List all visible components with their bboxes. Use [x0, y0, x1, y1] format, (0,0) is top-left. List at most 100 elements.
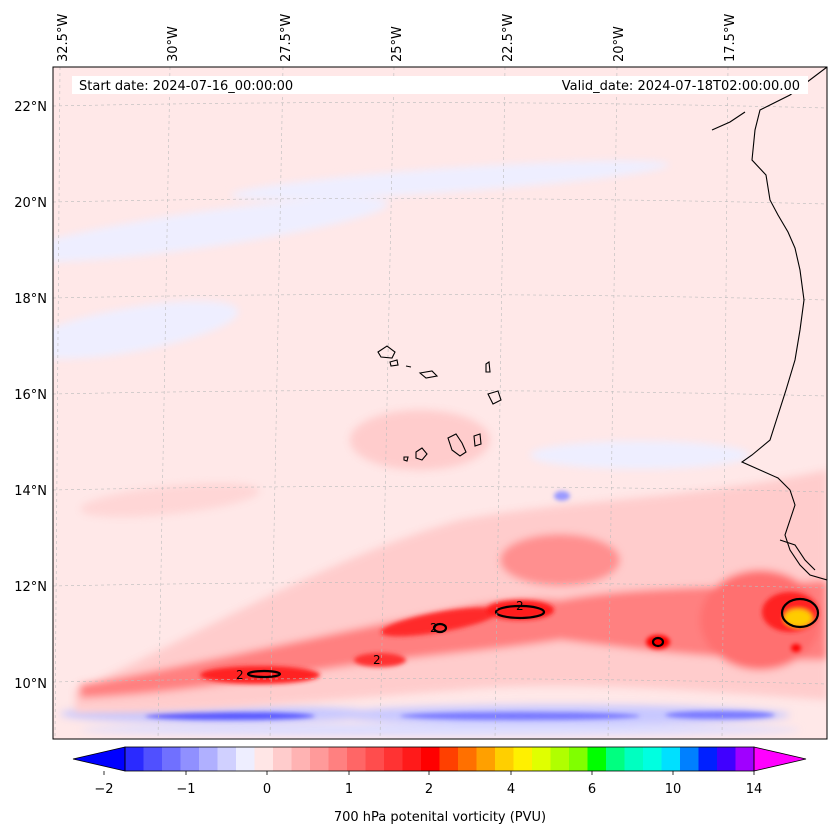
- pv-strong-core-middle: [486, 600, 554, 620]
- colorbar-cell: [643, 747, 662, 771]
- negative-pv-patch-center: [530, 441, 750, 469]
- parallel-18n: [53, 294, 827, 301]
- meridian-27-5w: [269, 67, 284, 739]
- colorbar-cell: [199, 747, 218, 771]
- lat-label-14n: 14°N: [14, 484, 47, 499]
- contour-2-small: [432, 622, 448, 634]
- island-sao-nicolau: [418, 370, 439, 379]
- meridian-25w: [379, 67, 395, 739]
- colorbar-cell: [125, 747, 144, 771]
- colorbar-cell: [532, 747, 551, 771]
- colorbar-cell: [550, 747, 570, 771]
- pv-contour-lines: [246, 597, 820, 679]
- colorbar-label-10: 10: [665, 782, 682, 797]
- island-brava: [403, 456, 409, 462]
- colorbar-cell: [513, 747, 533, 771]
- colorbar-cell: [495, 747, 514, 771]
- colorbar-cell: [735, 747, 755, 771]
- colorbar-cell: [217, 747, 237, 771]
- island-fogo: [415, 447, 428, 461]
- map-panel: 2 2 2 2: [53, 67, 827, 739]
- colorbar-cell: [365, 747, 385, 771]
- grid-lines: [53, 67, 827, 739]
- colorbar-cell: [310, 747, 329, 771]
- lat-label-20n: 20°N: [14, 196, 47, 211]
- colorbar-cell: [717, 747, 736, 771]
- parallel-20n: [53, 198, 827, 205]
- valid-date-label: Valid_date: 2024-07-18T02:00:00.00: [562, 79, 800, 94]
- contour-label-south: 2: [373, 653, 381, 667]
- contour-2-coast: [780, 597, 820, 629]
- colorbar-cell: [439, 747, 459, 771]
- lon-label-32-5w: 32.5°W: [56, 14, 71, 62]
- colorbar-title: 700 hPa potenital vorticity (PVU): [334, 810, 546, 825]
- colorbar-label-4: 4: [507, 782, 515, 797]
- pv-peak-core: [784, 609, 812, 627]
- pv-light-patch-north: [350, 410, 490, 470]
- parallel-10n: [53, 678, 827, 685]
- negative-pv-core-east: [400, 712, 640, 720]
- colorbar-cell: [236, 747, 255, 771]
- negative-pv-core-west: [145, 712, 315, 720]
- latitude-labels: 22°N 20°N 18°N 16°N 14°N 12°N 10°N: [14, 100, 47, 692]
- colorbar: −2 −1 0 1 2 4 6 10 14 700 hPa potenital …: [72, 746, 807, 825]
- colorbar-cell: [328, 747, 348, 771]
- colorbar-extend-min-arrow: [72, 746, 126, 772]
- lon-label-30w: 30°W: [166, 26, 181, 62]
- negative-pv-spot-south: [554, 491, 570, 501]
- contour-label-west: 2: [236, 668, 244, 682]
- colorbar-cell: [680, 747, 699, 771]
- contour-2-center: [494, 604, 546, 620]
- cape-verde-islands: [377, 345, 502, 462]
- lat-label-12n: 12°N: [14, 580, 47, 595]
- start-date-label: Start date: 2024-07-16_00:00:00: [79, 79, 293, 94]
- colorbar-cell: [587, 747, 607, 771]
- parallel-12n: [53, 582, 827, 589]
- lon-label-20w: 20°W: [612, 26, 627, 62]
- island-boa-vista: [487, 390, 502, 405]
- colorbar-label-1: 1: [345, 782, 353, 797]
- longitude-labels: 32.5°W 30°W 27.5°W 25°W 22.5°W 20°W 17.5…: [56, 14, 738, 62]
- pv-strong-cores: [200, 592, 818, 684]
- negative-pv-core-far-east: [665, 711, 775, 719]
- lat-label-22n: 22°N: [14, 100, 47, 115]
- island-maio: [473, 433, 482, 447]
- island-santiago: [447, 433, 467, 457]
- island-santo-antao: [377, 345, 396, 359]
- pv-light-patch-west: [80, 483, 260, 517]
- negative-pv-patch-north: [53, 198, 389, 262]
- meridian-17-5w: [721, 67, 729, 739]
- colorbar-cell: [458, 747, 477, 771]
- contour-2-west: [246, 669, 282, 679]
- colorbar-label-neg2: −2: [94, 782, 113, 797]
- colorbar-label-neg1: −1: [176, 782, 195, 797]
- africa-coastline: [740, 67, 827, 581]
- pv-medium-patch-center: [500, 534, 620, 586]
- colorbar-ticks: [103, 771, 755, 775]
- lon-label-22-5w: 22.5°W: [501, 14, 516, 62]
- map-frame: [52, 66, 828, 740]
- meridian-30w: [157, 67, 171, 739]
- colorbar-cell: [180, 747, 200, 771]
- colorbar-cell: [291, 747, 311, 771]
- colorbar-cell: [143, 747, 163, 771]
- colorbar-label-2: 2: [425, 782, 433, 797]
- pv-negative-cores: [145, 491, 775, 720]
- meridian-22-5w: [494, 67, 506, 739]
- date-banner: [72, 76, 808, 94]
- lat-label-16n: 16°N: [14, 388, 47, 403]
- contour-label-center: 2: [516, 599, 524, 613]
- colorbar-cell: [606, 747, 625, 771]
- island-santa-luzia: [405, 365, 412, 368]
- colorbar-cell: [569, 747, 588, 771]
- colorbar-label-14: 14: [746, 782, 763, 797]
- lat-label-18n: 18°N: [14, 292, 47, 307]
- negative-pv-patch-northeast: [230, 160, 670, 200]
- colorbar-cell: [254, 747, 274, 771]
- lon-label-17-5w: 17.5°W: [723, 14, 738, 62]
- colorbar-extend-max-arrow: [753, 746, 807, 772]
- cape-blanc: [711, 111, 746, 131]
- island-sal: [485, 361, 491, 373]
- coastlines: [711, 67, 827, 581]
- lon-label-25w: 25°W: [390, 26, 405, 62]
